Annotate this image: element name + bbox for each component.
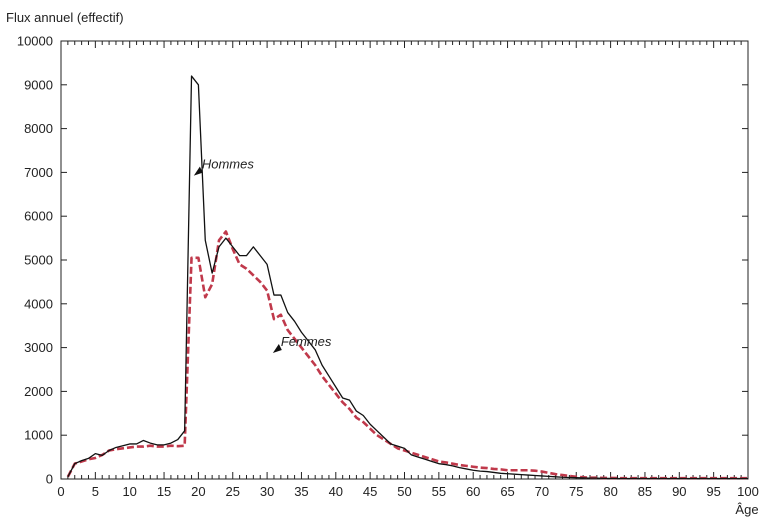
x-tick-label: 10 xyxy=(122,484,136,499)
y-tick-label: 10000 xyxy=(17,34,53,49)
x-tick-label: 5 xyxy=(92,484,99,499)
x-tick-label: 75 xyxy=(569,484,583,499)
x-tick-label: 45 xyxy=(363,484,377,499)
x-tick-label: 80 xyxy=(603,484,617,499)
annotation-layer: Hommes Femmes xyxy=(193,157,332,354)
x-tick-label: 50 xyxy=(397,484,411,499)
x-tick-label: 90 xyxy=(672,484,686,499)
y-tick-label: 9000 xyxy=(24,77,53,92)
x-tick-label: 70 xyxy=(535,484,549,499)
x-tick-label: 40 xyxy=(329,484,343,499)
x-tick-label: 65 xyxy=(500,484,514,499)
x-tick-label: 55 xyxy=(432,484,446,499)
y-tick-label: 3000 xyxy=(24,340,53,355)
series-layer xyxy=(66,75,748,480)
y-tick-label: 6000 xyxy=(24,209,53,224)
x-tick-label: 100 xyxy=(737,484,759,499)
y-axis-title: Flux annuel (effectif) xyxy=(6,10,124,25)
x-tick-label: 15 xyxy=(157,484,171,499)
series-line-femmes xyxy=(66,230,748,480)
y-tick-label: 4000 xyxy=(24,296,53,311)
x-tick-label: 60 xyxy=(466,484,480,499)
plot-area-frame xyxy=(60,40,749,480)
x-tick-label: 20 xyxy=(191,484,205,499)
y-tick-label: 5000 xyxy=(24,253,53,268)
series-line-hommes xyxy=(67,75,748,480)
axis-ticks xyxy=(60,40,749,480)
x-tick-label: 25 xyxy=(226,484,240,499)
y-tick-label: 8000 xyxy=(24,121,53,136)
series-annotation: Femmes xyxy=(281,334,332,349)
x-tick-label: 35 xyxy=(294,484,308,499)
x-axis-title: Âge xyxy=(735,502,758,517)
axis-tick-labels: 0 5 10 15 20 25 30 35 40 45 50 55 60 65 70 75 80 85 90 95 10… xyxy=(17,34,759,500)
x-tick-label: 0 xyxy=(57,484,64,499)
y-tick-label: 7000 xyxy=(24,165,53,180)
y-tick-label: 0 xyxy=(46,472,53,487)
y-tick-label: 1000 xyxy=(24,428,53,443)
annotation-arrow xyxy=(272,344,282,354)
y-tick-label: 2000 xyxy=(24,384,53,399)
annotation-arrow xyxy=(193,166,203,176)
x-tick-label: 95 xyxy=(706,484,720,499)
x-tick-label: 85 xyxy=(638,484,652,499)
x-tick-label: 30 xyxy=(260,484,274,499)
series-annotation: Hommes xyxy=(202,157,255,172)
